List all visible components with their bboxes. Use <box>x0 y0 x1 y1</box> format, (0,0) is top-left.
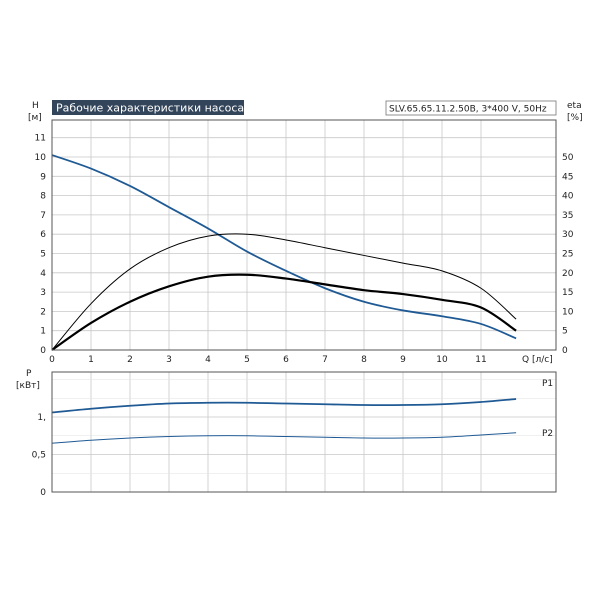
x-tick-label: 3 <box>166 355 172 365</box>
x-tick-label: 5 <box>244 355 250 365</box>
legend-p2: P2 <box>542 429 553 439</box>
y-tick-label: 0 <box>40 346 46 356</box>
x-tick-label: 7 <box>322 355 328 365</box>
x-tick-label: 4 <box>205 355 211 365</box>
top-series <box>51 154 517 351</box>
subtitle-box <box>385 100 557 116</box>
bottom-series <box>51 398 517 444</box>
top-grid <box>52 120 556 350</box>
efficiency-curve-thick <box>51 273 517 351</box>
power-axis-unit: [кВт] <box>16 381 40 391</box>
y2-tick-label: 5 <box>562 327 568 337</box>
y-tick-label: 9 <box>40 172 46 182</box>
y2-tick-label: 50 <box>562 153 574 163</box>
chart-subtitle: SLV.65.65.11.2.50B, 3*400 V, 50Hz <box>389 105 547 115</box>
y-tick-label: 3 <box>40 288 46 298</box>
y2-tick-label: 45 <box>562 172 573 182</box>
bottom-grid <box>52 372 556 492</box>
bottom-plot-frame <box>51 371 557 493</box>
y2-axis-label: eta <box>567 101 582 111</box>
x-tick-label: 6 <box>283 355 289 365</box>
y-tick-label: 7 <box>40 211 46 221</box>
y-axis-label: H <box>32 101 39 111</box>
efficiency-curve-thin <box>51 233 517 351</box>
chart-title: Рабочие характеристики насоса <box>56 102 244 115</box>
y2-tick-label: 40 <box>562 192 574 202</box>
y2-tick-label: 30 <box>562 230 574 240</box>
x-tick-label: 11 <box>475 355 486 365</box>
y2-axis-unit: [%] <box>567 113 583 123</box>
y-tick-label: 8 <box>40 192 46 202</box>
y2-tick-label: 15 <box>562 288 573 298</box>
title-box <box>52 100 244 115</box>
y-tick-label: 11 <box>35 134 46 144</box>
y-tick-label: 1 <box>40 327 46 337</box>
top-plot-frame <box>51 119 557 351</box>
plot-frames <box>51 119 557 493</box>
y2-tick-label: 25 <box>562 250 573 260</box>
x-axis-label: Q [л/с] <box>522 355 553 365</box>
power-curve-p2 <box>51 432 517 444</box>
x-tick-label: 9 <box>400 355 406 365</box>
tick-labels: 0 1 2 3 4 5 6 7 8 9 10 1101234567891011051015202530… <box>32 134 574 498</box>
y-tick-label: 10 <box>35 153 47 163</box>
y2-tick-label: 10 <box>562 307 574 317</box>
x-tick-label: 0 <box>49 355 55 365</box>
power-tick-label: 1, <box>37 413 46 423</box>
y2-tick-label: 0 <box>562 346 568 356</box>
head-curve <box>51 154 517 340</box>
x-tick-label: 10 <box>436 355 448 365</box>
power-tick-label: 0 <box>40 488 46 498</box>
power-axis-label: P <box>26 369 32 379</box>
x-tick-label: 2 <box>127 355 133 365</box>
y-tick-label: 2 <box>40 307 46 317</box>
power-tick-label: 0,5 <box>32 451 46 461</box>
power-curve-p1 <box>51 398 517 414</box>
x-tick-label: 8 <box>361 355 367 365</box>
y-tick-label: 5 <box>40 250 46 260</box>
y2-tick-label: 35 <box>562 211 573 221</box>
y-tick-label: 4 <box>40 269 46 279</box>
y-axis-unit: [м] <box>28 113 42 123</box>
y2-tick-label: 20 <box>562 269 574 279</box>
x-tick-label: 1 <box>88 355 94 365</box>
y-tick-label: 6 <box>40 230 46 240</box>
legend-p1: P1 <box>542 379 553 389</box>
